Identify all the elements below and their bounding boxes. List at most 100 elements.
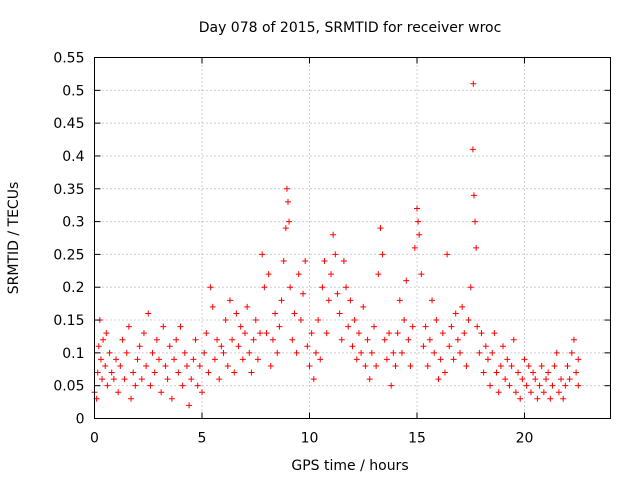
- data-point: [457, 349, 463, 356]
- data-point: [119, 336, 126, 343]
- plot-frame: [94, 57, 611, 419]
- data-point: [196, 362, 203, 369]
- data-point: [355, 330, 362, 337]
- data-point: [162, 362, 169, 369]
- data-point: [123, 349, 130, 356]
- data-point: [312, 349, 319, 356]
- y-tick-label: 0.35: [53, 182, 84, 198]
- data-point: [398, 349, 405, 356]
- data-point: [403, 277, 410, 284]
- data-point: [388, 382, 395, 389]
- data-point: [261, 284, 268, 291]
- data-point: [113, 356, 119, 363]
- data-point: [186, 402, 193, 409]
- data-point: [192, 336, 199, 343]
- data-point: [364, 336, 371, 343]
- data-point: [282, 225, 289, 232]
- data-point: [487, 382, 494, 389]
- data-point: [422, 323, 429, 330]
- data-point: [510, 336, 517, 343]
- data-point: [366, 376, 373, 383]
- y-tick-label: 0.45: [53, 116, 84, 132]
- data-point: [470, 80, 477, 87]
- data-point: [521, 356, 528, 363]
- data-point: [371, 323, 377, 330]
- data-point: [502, 376, 509, 383]
- data-point: [381, 336, 388, 343]
- data-point: [437, 356, 444, 363]
- data-point: [244, 303, 251, 310]
- data-point: [467, 284, 474, 291]
- data-point: [450, 356, 457, 363]
- data-point: [566, 376, 573, 383]
- data-point: [523, 382, 530, 389]
- data-point: [340, 257, 347, 264]
- y-tick-label: 0.1: [62, 346, 84, 362]
- data-point: [360, 303, 367, 310]
- y-tick-label: 0: [76, 412, 85, 428]
- data-point: [203, 330, 210, 337]
- data-point: [351, 317, 358, 324]
- data-point: [224, 362, 231, 369]
- data-point: [573, 369, 580, 376]
- data-point: [330, 231, 337, 238]
- data-point: [480, 369, 487, 376]
- data-point: [257, 330, 264, 337]
- data-point: [392, 362, 399, 369]
- data-point: [153, 336, 160, 343]
- data-point: [418, 271, 425, 278]
- data-point: [306, 362, 313, 369]
- data-point: [426, 336, 433, 343]
- data-point: [274, 349, 281, 356]
- data-point: [396, 297, 403, 304]
- data-point: [530, 369, 537, 376]
- data-point: [476, 349, 483, 356]
- data-point: [345, 323, 352, 330]
- data-point: [470, 192, 477, 199]
- data-point: [286, 218, 293, 225]
- y-tick-label: 0.25: [53, 247, 84, 263]
- data-point: [168, 395, 175, 402]
- data-point: [220, 349, 227, 356]
- data-point: [568, 349, 575, 356]
- grid: [94, 57, 611, 419]
- data-point: [390, 349, 397, 356]
- data-point: [560, 395, 567, 402]
- data-point: [448, 323, 455, 330]
- y-tick-label: 0.55: [53, 51, 84, 67]
- data-point: [164, 376, 171, 383]
- data-point: [121, 376, 128, 383]
- data-point: [125, 323, 132, 330]
- data-point: [263, 330, 270, 337]
- data-point: [103, 330, 110, 337]
- data-point: [420, 343, 427, 350]
- data-point: [297, 317, 304, 324]
- data-point: [134, 356, 141, 363]
- chart-title: Day 078 of 2015, SRMTID for receiver wro…: [199, 20, 502, 36]
- data-point: [336, 310, 343, 317]
- data-point: [317, 356, 324, 363]
- data-point: [151, 369, 158, 376]
- data-point: [416, 231, 423, 238]
- data-point: [543, 376, 549, 383]
- data-point: [429, 297, 436, 304]
- data-points: [91, 80, 582, 409]
- data-point: [190, 356, 197, 363]
- data-point: [493, 369, 500, 376]
- data-point: [538, 362, 545, 369]
- data-point: [323, 330, 330, 337]
- data-point: [508, 362, 515, 369]
- data-point: [188, 376, 195, 383]
- data-point: [295, 271, 302, 278]
- data-point: [145, 310, 152, 317]
- x-tick-label: 15: [408, 431, 426, 447]
- data-point: [233, 310, 240, 317]
- data-point: [414, 205, 420, 212]
- data-point: [435, 376, 442, 383]
- data-point: [525, 362, 532, 369]
- data-point: [280, 257, 287, 264]
- data-point: [463, 362, 470, 369]
- x-tick-label: 20: [516, 431, 534, 447]
- data-point: [102, 362, 109, 369]
- data-point: [540, 389, 547, 396]
